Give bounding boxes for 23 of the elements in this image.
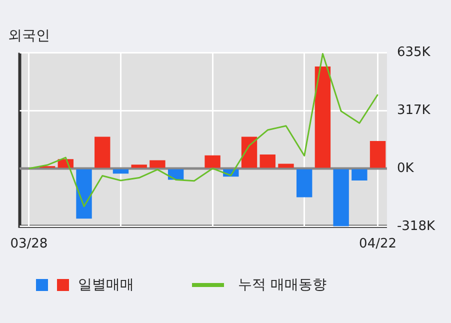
x-tick-label: 03/28 [10,236,48,252]
bar [131,164,147,168]
bar [94,136,110,168]
bar [150,160,166,168]
chart-title: 외국인 [8,28,50,44]
bar [241,136,258,168]
bar [370,140,386,168]
bar [112,169,129,174]
y-tick-label: 317K [396,103,431,118]
bar [314,66,331,168]
legend-label: 일별매매 [78,276,134,294]
y-tick-label: -318K [396,218,436,234]
x-tick-label: 04/22 [359,236,397,252]
bar [278,164,294,168]
y-tick-label: 0K [396,160,414,176]
bar [333,169,349,226]
bar [204,155,220,168]
bar [352,169,368,180]
bar [76,169,92,219]
bar [260,154,276,168]
bar [296,169,312,198]
y-tick-label: 635K [396,45,431,60]
legend-label: 누적 매매동향 [238,276,326,294]
